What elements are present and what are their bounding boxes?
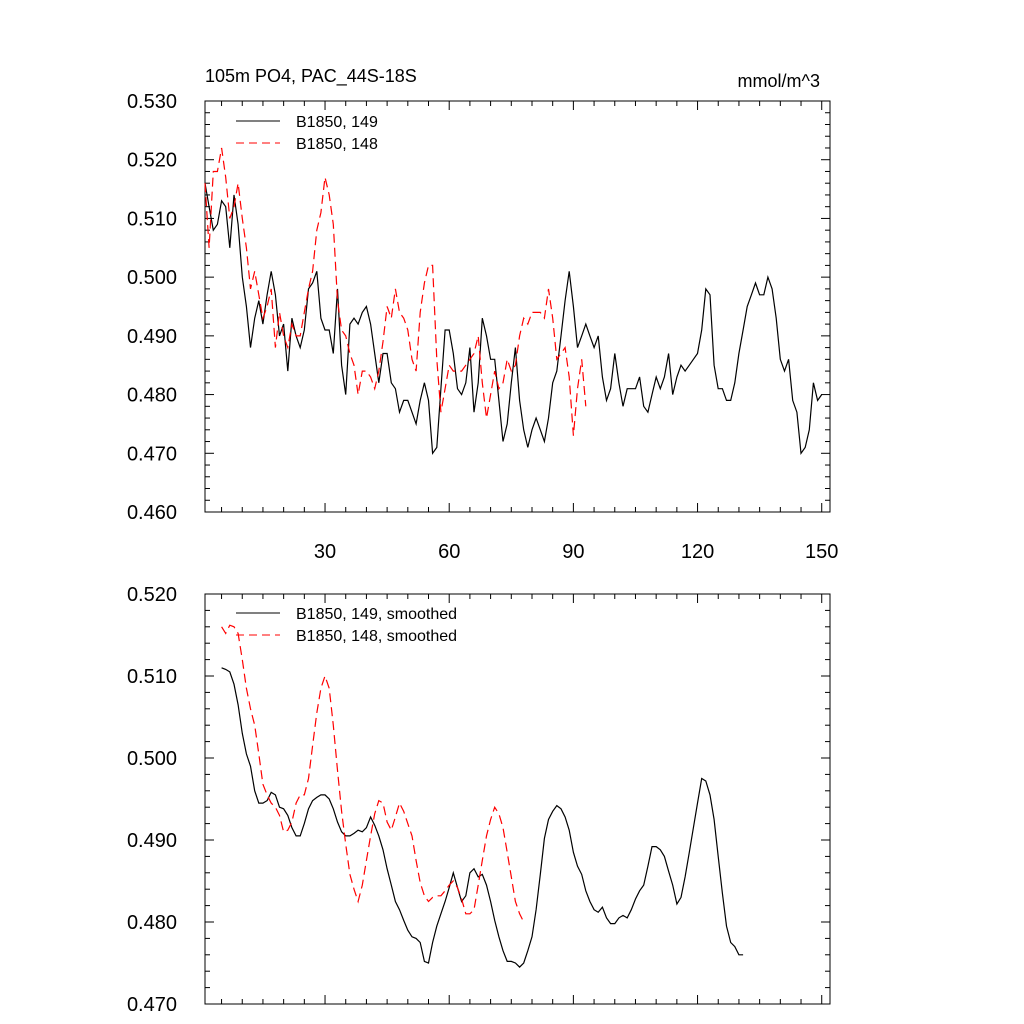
top-y-tick-label: 0.530 bbox=[127, 91, 177, 113]
bottom-panel: 0.470 0.480 0.490 0.500 0.510 0.520 B1850, 14… bbox=[127, 584, 831, 1016]
top-x-tick-label: 90 bbox=[562, 541, 584, 563]
top-y-tick-label: 0.500 bbox=[127, 267, 177, 289]
top-y-tick-labels: 0.460 0.470 0.480 0.490 0.500 0.510 0.520 0.530 bbox=[127, 91, 177, 524]
top-y-tick-label: 0.460 bbox=[127, 502, 177, 524]
top-y-tick-label: 0.470 bbox=[127, 443, 177, 465]
top-legend-label-148: B1850, 148 bbox=[296, 136, 378, 153]
top-axis-ticks bbox=[205, 100, 830, 513]
top-y-tick-label: 0.480 bbox=[127, 385, 177, 407]
bottom-legend-label-148: B1850, 148, smoothed bbox=[296, 628, 457, 645]
top-x-tick-labels: 30 60 90 120 150 bbox=[314, 541, 839, 563]
bottom-y-tick-label: 0.470 bbox=[127, 994, 177, 1016]
bottom-y-tick-label: 0.480 bbox=[127, 912, 177, 934]
bottom-y-tick-label: 0.500 bbox=[127, 748, 177, 770]
top-panel: 0.460 0.470 0.480 0.490 0.500 0.510 0.520 0.530… bbox=[127, 66, 838, 563]
bottom-series-line-149 bbox=[221, 667, 744, 968]
top-x-tick-label: 150 bbox=[805, 541, 838, 563]
top-x-tick-label: 30 bbox=[314, 541, 336, 563]
bottom-axis-ticks bbox=[205, 593, 830, 1005]
bottom-y-tick-label: 0.520 bbox=[127, 584, 177, 606]
top-plot-frame bbox=[204, 100, 831, 513]
top-series-lines bbox=[204, 147, 823, 455]
bottom-legend-label-149: B1850, 149, smoothed bbox=[296, 606, 457, 623]
top-y-tick-label: 0.520 bbox=[127, 150, 177, 172]
top-y-tick-label: 0.490 bbox=[127, 326, 177, 348]
bottom-series-lines bbox=[221, 624, 744, 968]
bottom-y-tick-label: 0.490 bbox=[127, 830, 177, 852]
top-x-tick-label: 60 bbox=[438, 541, 460, 563]
bottom-series-line-148 bbox=[221, 624, 525, 923]
top-series-line-149 bbox=[204, 183, 823, 455]
top-chart-units: mmol/m^3 bbox=[738, 71, 820, 91]
bottom-y-tick-label: 0.510 bbox=[127, 666, 177, 688]
top-x-tick-label: 120 bbox=[681, 541, 714, 563]
top-legend: B1850, 149 B1850, 148 bbox=[236, 114, 378, 153]
top-legend-label-149: B1850, 149 bbox=[296, 114, 378, 131]
bottom-plot-frame bbox=[204, 593, 831, 1005]
top-series-line-148 bbox=[204, 147, 587, 436]
top-chart-title: 105m PO4, PAC_44S-18S bbox=[205, 66, 417, 87]
bottom-legend: B1850, 149, smoothed B1850, 148, smoothe… bbox=[236, 606, 457, 645]
top-y-tick-label: 0.510 bbox=[127, 208, 177, 230]
bottom-y-tick-labels: 0.470 0.480 0.490 0.500 0.510 0.520 bbox=[127, 584, 177, 1016]
